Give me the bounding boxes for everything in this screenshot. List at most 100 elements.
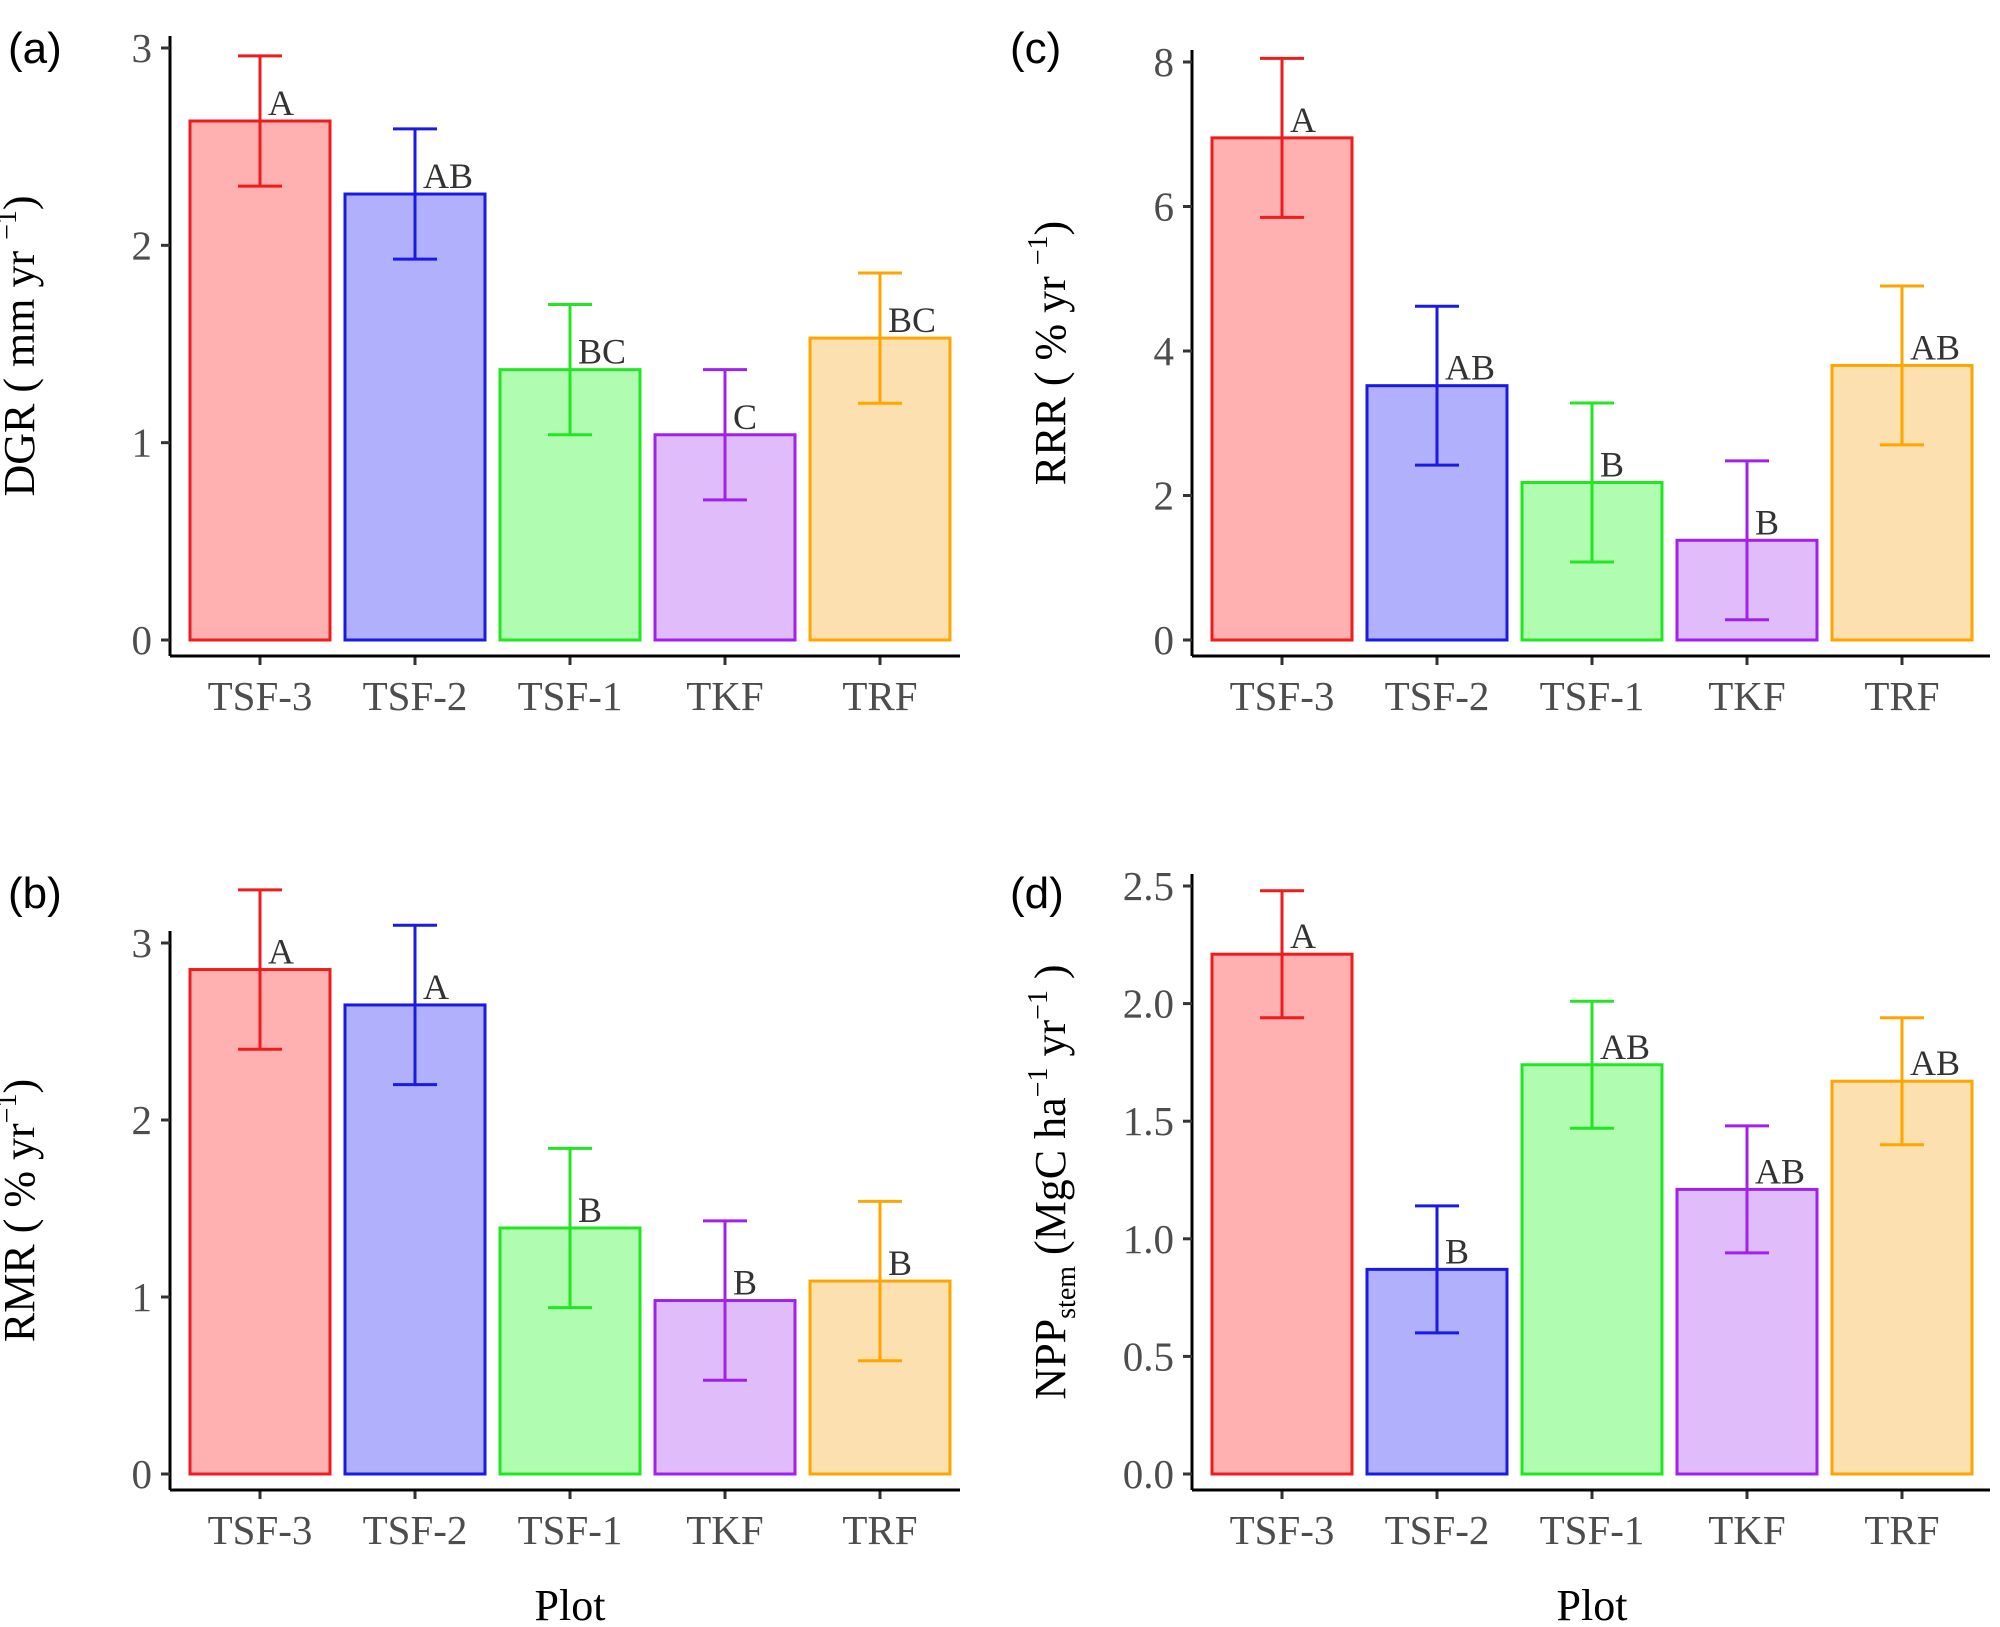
y-axis-title: NPPstem (MgC ha−1 yr−1 ): [1023, 964, 1082, 1399]
panel-c-rrr: (c) A TSF-3 AB TSF-2 B TSF-1 B TKF AB TRF 0 2 4 6 8 RRR …: [1010, 24, 1990, 719]
x-tick-label: TSF-3: [1230, 673, 1335, 719]
error-bar-trf: [1880, 1016, 1924, 1147]
x-tick-label: TSF-3: [208, 673, 313, 719]
significance-letter: A: [268, 932, 294, 972]
significance-letter: B: [1600, 444, 1624, 484]
significance-letter: AB: [1600, 1027, 1650, 1067]
significance-letter: AB: [1910, 327, 1960, 367]
bar-tsf-1: [1520, 1063, 1664, 1476]
significance-letter: C: [733, 397, 757, 437]
bar-tsf-2: [343, 192, 487, 642]
y-tick-label: 0.5: [1123, 1333, 1174, 1379]
x-tick-label: TSF-2: [1385, 673, 1490, 719]
x-tick-label: TRF: [1864, 673, 1939, 719]
x-axis-title: Plot: [535, 1581, 606, 1627]
y-tick-label: 1: [132, 1274, 153, 1320]
y-tick-label: 0: [1154, 617, 1175, 663]
error-bar-tsf-1: [1570, 401, 1614, 564]
x-tick-label: TKF: [1708, 1507, 1785, 1553]
x-tick-label: TSF-1: [518, 1507, 623, 1553]
error-bar-tsf-3: [1260, 889, 1304, 1020]
error-bar-tsf-2: [393, 923, 437, 1087]
error-bar-trf: [858, 271, 902, 405]
error-bar-tsf-3: [1260, 56, 1304, 219]
y-tick-label: 1: [132, 420, 153, 466]
x-tick-label: TSF-3: [208, 1507, 313, 1553]
panel-label: (d): [1010, 869, 1064, 918]
significance-letter: BC: [578, 332, 626, 372]
y-tick-label: 0: [132, 1451, 153, 1497]
panel-label: (b): [8, 869, 62, 918]
bar-tsf-3: [188, 119, 332, 642]
panel-label: (c): [1010, 24, 1061, 73]
x-tick-label: TSF-2: [363, 1507, 468, 1553]
bar-tsf-3: [188, 968, 332, 1476]
significance-letter: B: [733, 1263, 757, 1303]
y-tick-label: 2: [1154, 473, 1175, 519]
significance-letter: A: [1290, 100, 1316, 140]
significance-letter: B: [578, 1190, 602, 1230]
error-bar-tsf-1: [548, 1146, 592, 1310]
significance-letter: AB: [1445, 348, 1495, 388]
x-tick-label: TSF-3: [1230, 1507, 1335, 1553]
x-tick-label: TRF: [1864, 1507, 1939, 1553]
significance-letter: AB: [423, 156, 473, 196]
y-tick-label: 0: [132, 617, 153, 663]
error-bar-tsf-1: [1570, 999, 1614, 1130]
x-tick-label: TSF-1: [1540, 673, 1645, 719]
y-axis-title: RMR ( % yr−1): [0, 1079, 44, 1342]
significance-letter: AB: [1910, 1043, 1960, 1083]
error-bar-tkf: [703, 1219, 747, 1382]
y-tick-label: 1.5: [1123, 1098, 1174, 1144]
significance-letter: B: [1445, 1231, 1469, 1271]
significance-letter: AB: [1755, 1151, 1805, 1191]
error-bar-trf: [858, 1199, 902, 1363]
y-tick-label: 2: [132, 222, 153, 268]
y-tick-label: 6: [1154, 184, 1175, 230]
error-bar-tkf: [703, 368, 747, 502]
bar-trf: [808, 336, 952, 642]
error-bar-tsf-2: [1415, 1204, 1459, 1335]
x-tick-label: TKF: [686, 673, 763, 719]
x-axis-title: Plot: [1557, 1581, 1628, 1627]
y-axis-title: RRR ( % yr −1): [1023, 221, 1075, 485]
panel-b-rmr: (b) A TSF-3 A TSF-2 B TSF-1 B TKF B TRF 0 1 2 3 RMR ( %…: [0, 869, 960, 1627]
significance-letter: A: [1290, 916, 1316, 956]
panel-d-npp-stem: (d) A TSF-3 B TSF-2 AB TSF-1 AB TKF AB TRF 0.0 0.5 1.…: [1010, 863, 1990, 1627]
x-tick-label: TRF: [842, 1507, 917, 1553]
x-tick-label: TSF-1: [1540, 1507, 1645, 1553]
y-tick-label: 2.5: [1123, 863, 1174, 909]
y-tick-label: 2.0: [1123, 981, 1174, 1027]
error-bar-tsf-1: [548, 303, 592, 437]
error-bar-tsf-2: [393, 127, 437, 261]
y-tick-label: 0.0: [1123, 1451, 1174, 1497]
x-tick-label: TSF-1: [518, 673, 623, 719]
y-tick-label: 2: [132, 1097, 153, 1143]
y-tick-label: 1.0: [1123, 1216, 1174, 1262]
error-bar-tkf: [1725, 1124, 1769, 1255]
bar-tsf-3: [1210, 136, 1354, 642]
y-axis-title: DGR ( mm yr −1): [0, 195, 44, 496]
y-tick-label: 4: [1154, 328, 1175, 374]
x-tick-label: TSF-2: [363, 673, 468, 719]
error-bar-tsf-3: [238, 54, 282, 188]
y-tick-label: 3: [132, 920, 153, 966]
y-tick-label: 8: [1154, 39, 1175, 85]
bar-trf: [1830, 1079, 1974, 1476]
error-bar-tsf-2: [1415, 304, 1459, 467]
error-bar-trf: [1880, 284, 1924, 447]
error-bar-tkf: [1725, 459, 1769, 622]
significance-letter: A: [423, 967, 449, 1007]
error-bar-tsf-3: [238, 888, 282, 1051]
significance-letter: BC: [888, 300, 936, 340]
significance-letter: B: [888, 1243, 912, 1283]
panel-a-dgr: (a) A TSF-3 AB TSF-2 BC TSF-1 C TKF BC TRF 0 1 2 3 DGR …: [0, 24, 960, 719]
panel-label: (a): [8, 24, 62, 73]
significance-letter: A: [268, 83, 294, 123]
y-tick-label: 3: [132, 25, 153, 71]
significance-letter: B: [1755, 502, 1779, 542]
x-tick-label: TKF: [1708, 673, 1785, 719]
x-tick-label: TKF: [686, 1507, 763, 1553]
x-tick-label: TSF-2: [1385, 1507, 1490, 1553]
